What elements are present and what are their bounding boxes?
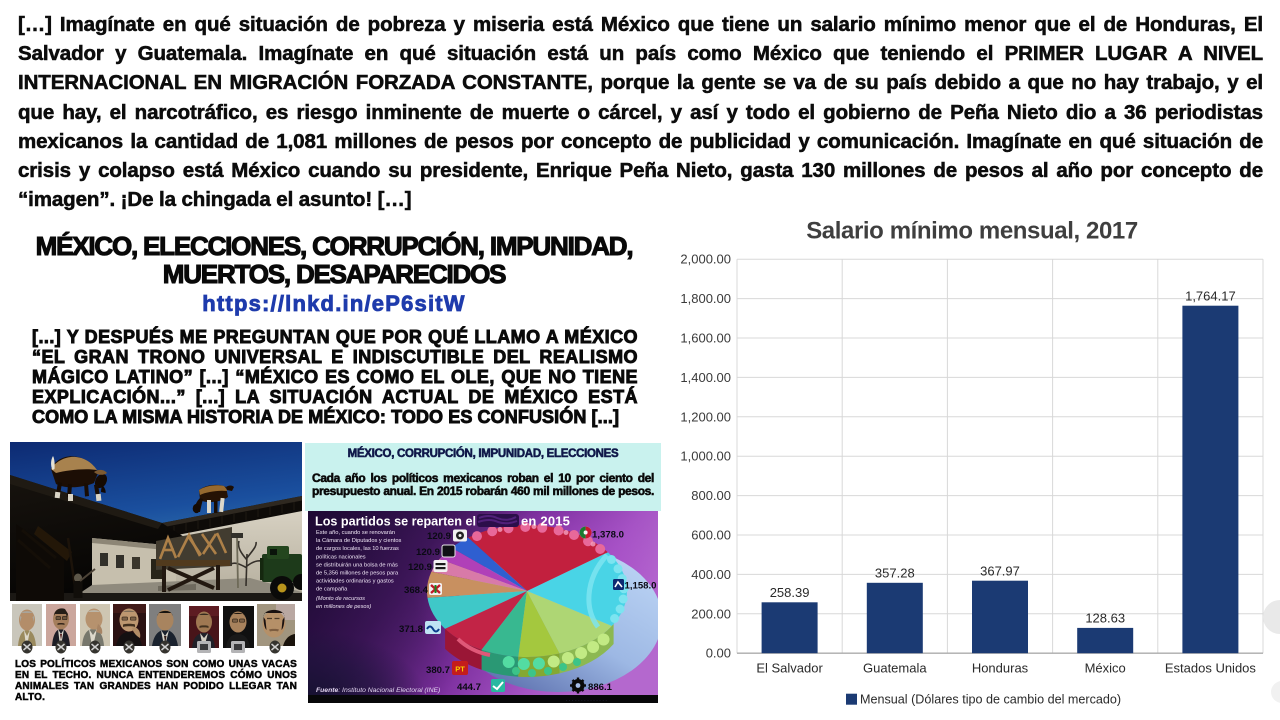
svg-text:258.39: 258.39: [770, 585, 810, 600]
svg-text:200.00: 200.00: [691, 606, 731, 621]
svg-text:se distribuirán una bolsa de m: se distribuirán una bolsa de más: [316, 562, 398, 568]
svg-text:371.8: 371.8: [399, 624, 424, 635]
svg-text:de cargos locales, las 10 fuer: de cargos locales, las 10 fuerzas: [316, 546, 399, 552]
svg-text:de campaña: de campaña: [316, 587, 348, 593]
svg-text:México: México: [1085, 661, 1126, 676]
svg-text:(Monto de recursos: (Monto de recursos: [316, 596, 365, 602]
svg-text:Fuente: Instituto Nacional Ele: Fuente: Instituto Nacional Electoral (IN…: [316, 687, 440, 694]
svg-text:Salario mínimo mensual, 2017: Salario mínimo mensual, 2017: [806, 218, 1138, 245]
svg-text:120.9: 120.9: [427, 531, 451, 542]
svg-text:la Cámara de Diputados y cient: la Cámara de Diputados y cientos: [316, 538, 402, 544]
svg-text:El Salvador: El Salvador: [756, 661, 823, 676]
svg-text:Mensual (Dólares tipo de cambi: Mensual (Dólares tipo de cambio del merc…: [860, 693, 1121, 707]
svg-text:de 5,356 millones de pesos par: de 5,356 millones de pesos para: [316, 571, 399, 577]
svg-text:Este año, cuando se renovarán: Este año, cuando se renovarán: [316, 530, 395, 536]
svg-text:120.9: 120.9: [416, 547, 440, 558]
svg-text:444.7: 444.7: [457, 682, 481, 693]
svg-text:1,764.17: 1,764.17: [1185, 288, 1236, 303]
svg-text:1,000.00: 1,000.00: [680, 449, 731, 464]
svg-text:120.9: 120.9: [408, 562, 432, 573]
svg-text:Guatemala: Guatemala: [863, 661, 927, 676]
svg-text:políticas nacionales: políticas nacionales: [316, 554, 366, 560]
svg-text:368.4: 368.4: [404, 585, 429, 596]
svg-text:2,000.00: 2,000.00: [680, 252, 731, 267]
svg-text:380.7: 380.7: [426, 665, 450, 676]
svg-text:400.00: 400.00: [691, 567, 731, 582]
svg-text:Estados Unidos: Estados Unidos: [1165, 661, 1257, 676]
svg-text:800.00: 800.00: [691, 488, 731, 503]
svg-text:1,200.00: 1,200.00: [680, 409, 731, 424]
svg-text:1,378.0: 1,378.0: [592, 530, 624, 541]
svg-text:1,800.00: 1,800.00: [680, 291, 731, 306]
svg-text:1,400.00: 1,400.00: [680, 370, 731, 385]
svg-text:128.63: 128.63: [1085, 611, 1125, 626]
svg-text:Los partidos se reparten el: Los partidos se reparten el: [315, 515, 476, 529]
svg-text:en millones de pesos): en millones de pesos): [316, 604, 371, 610]
svg-text:886.1: 886.1: [588, 682, 613, 693]
svg-text:PT: PT: [455, 665, 465, 674]
svg-text:..............: ..............: [566, 697, 608, 703]
svg-text:en 2015: en 2015: [521, 514, 570, 529]
svg-text:1,600.00: 1,600.00: [680, 331, 731, 346]
svg-text:0.00: 0.00: [706, 646, 731, 661]
svg-text:actividades ordinarias y gasto: actividades ordinarias y gastos: [316, 579, 394, 585]
svg-text:600.00: 600.00: [691, 528, 731, 543]
svg-text:1,158.0: 1,158.0: [625, 581, 657, 592]
svg-text:357.28: 357.28: [875, 566, 915, 581]
svg-text:Honduras: Honduras: [972, 661, 1029, 676]
svg-text:367.97: 367.97: [980, 563, 1020, 578]
